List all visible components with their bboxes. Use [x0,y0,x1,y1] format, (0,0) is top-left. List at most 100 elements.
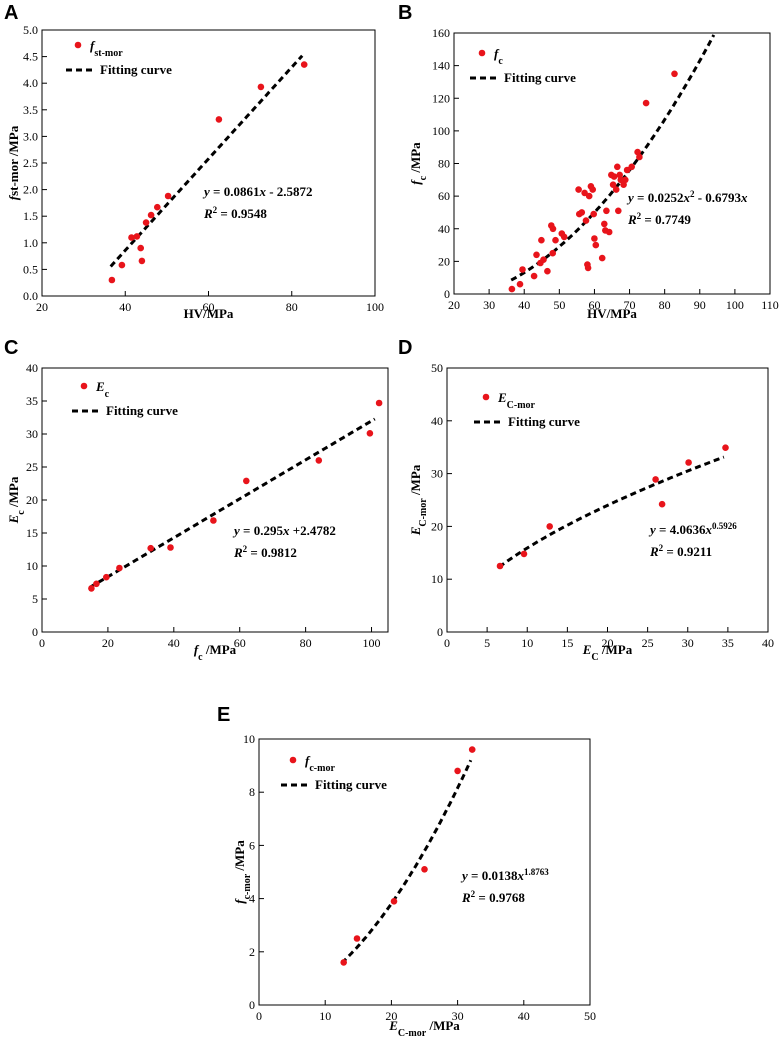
data-point-b [578,209,586,216]
panel-letter-c: C [4,337,18,359]
r-squared-a: R2 = 0.9548 [203,205,267,221]
data-point-c [375,399,383,407]
y-tick-label-d: 30 [431,467,443,481]
equation-b: y = 0.0252x2 - 0.6793x [626,189,748,205]
x-tick-label-d: 0 [444,636,450,650]
x-tick-label-b: 110 [761,298,779,312]
x-tick-label-e: 40 [518,1009,530,1023]
data-point-a [133,233,141,240]
x-tick-label-b: 80 [659,298,671,312]
y-tick-label-b: 40 [438,222,450,236]
y-tick-label-d: 40 [431,414,443,428]
data-point-b [636,153,643,161]
y-tick-label-e: 8 [249,785,255,799]
y-tick-label-c: 30 [26,427,38,441]
data-point-a [118,261,126,269]
x-tick-label-d: 10 [521,636,533,650]
data-point-a [257,83,265,91]
data-point-b [560,233,568,241]
data-point-b [642,99,650,107]
data-point-b [623,166,631,174]
y-tick-label-c: 25 [26,460,38,474]
y-tick-label-b: 60 [438,189,450,203]
y-axis-label-b: fc /MPa [408,142,429,185]
y-tick-label-a: 3.0 [23,129,38,143]
y-tick-label-a: 5.0 [23,23,38,37]
y-tick-label-e: 2 [249,945,255,959]
r-squared-c: R2 = 0.9812 [233,544,297,560]
data-point-c [103,573,110,581]
charts-layer: 20 40 60 80 1000.00.51.01.52.02.53.03.54.04.… [6,23,779,1039]
x-tick-label-d: 15 [561,636,573,650]
y-tick-label-c: 5 [32,592,38,606]
plot-frame-c [41,367,389,633]
y-tick-label-e: 6 [249,838,255,852]
x-tick-label-c: 100 [363,636,381,650]
x-tick-label-e: 10 [319,1009,331,1023]
x-tick-label-d: 30 [682,636,694,650]
x-axis-label-d: EC /MPa [582,642,633,663]
data-point-b [584,264,592,272]
x-tick-label-c: 60 [234,636,246,650]
equation-a: y = 0.0861x - 2.5872 [202,184,313,199]
x-tick-label-c: 80 [300,636,312,650]
data-point-b [585,192,593,200]
y-tick-label-c: 20 [26,493,38,507]
panel-letter-e: E [217,704,230,726]
y-tick-label-c: 35 [26,394,38,408]
legend-fit-label-b: Fitting curve [504,70,576,85]
y-axis-label-a: fst-mor /MPa [6,125,21,200]
y-tick-label-e: 10 [243,732,255,746]
data-point-b [538,236,545,244]
data-point-c [88,585,95,592]
data-point-b [610,173,618,180]
x-tick-label-b: 90 [694,298,706,312]
x-tick-label-b: 30 [483,298,495,312]
legend-series-label-b: fc [494,46,503,67]
y-tick-label-c: 40 [26,361,38,375]
data-point-b [552,236,559,244]
y-tick-label-a: 4.5 [23,50,38,64]
data-point-e [468,746,476,753]
y-tick-label-e: 0 [249,998,255,1012]
data-point-e [421,866,428,873]
y-tick-label-a: 2.0 [23,183,38,197]
x-tick-label-a: 100 [366,300,384,314]
y-tick-label-b: 80 [438,157,450,171]
x-tick-label-d: 5 [484,636,490,650]
x-tick-label-b: 70 [624,298,636,312]
data-point-a [154,203,161,211]
x-axis-label-c: fc /MPa [194,642,237,663]
x-tick-label-e: 50 [584,1009,596,1023]
data-point-b [614,163,621,171]
y-tick-label-c: 0 [32,625,38,639]
panel-letter-d: D [398,337,412,359]
x-axis-label-a: HV/MPa [184,306,234,321]
data-point-c [116,564,123,572]
r-squared-e: R2 = 0.9768 [461,889,525,905]
y-tick-label-d: 0 [437,625,443,639]
data-point-b [544,267,551,275]
data-point-b [516,280,524,288]
data-point-b [533,251,540,259]
data-point-b [591,235,598,242]
data-point-b [519,266,526,273]
chart-panel-e: 0 10 20 30 40 50 0 2 4 6 8 10 EC-mor /MPa fc-mor /MPa… [232,732,596,1039]
y-tick-label-b: 120 [432,91,450,105]
data-point-a [215,116,223,123]
r-squared-d: R2 = 0.9211 [649,543,712,559]
legend-marker-e [289,756,297,764]
y-tick-label-a: 4.0 [23,76,38,90]
r-squared-b: R2 = 0.7749 [627,211,691,227]
data-point-c [315,457,323,464]
x-axis-label-e: EC-mor /MPa [388,1018,460,1039]
data-point-d [685,459,692,466]
x-tick-label-e: 30 [452,1009,464,1023]
y-tick-label-c: 10 [26,559,38,573]
x-tick-label-c: 20 [102,636,114,650]
chart-panel-b: 20 30 40 50 60 70 80 90 100 110020406080100120140… [408,26,779,321]
data-point-c [93,580,100,588]
x-tick-label-d: 20 [602,636,614,650]
data-point-c [210,517,217,524]
legend-marker-a [74,41,82,49]
